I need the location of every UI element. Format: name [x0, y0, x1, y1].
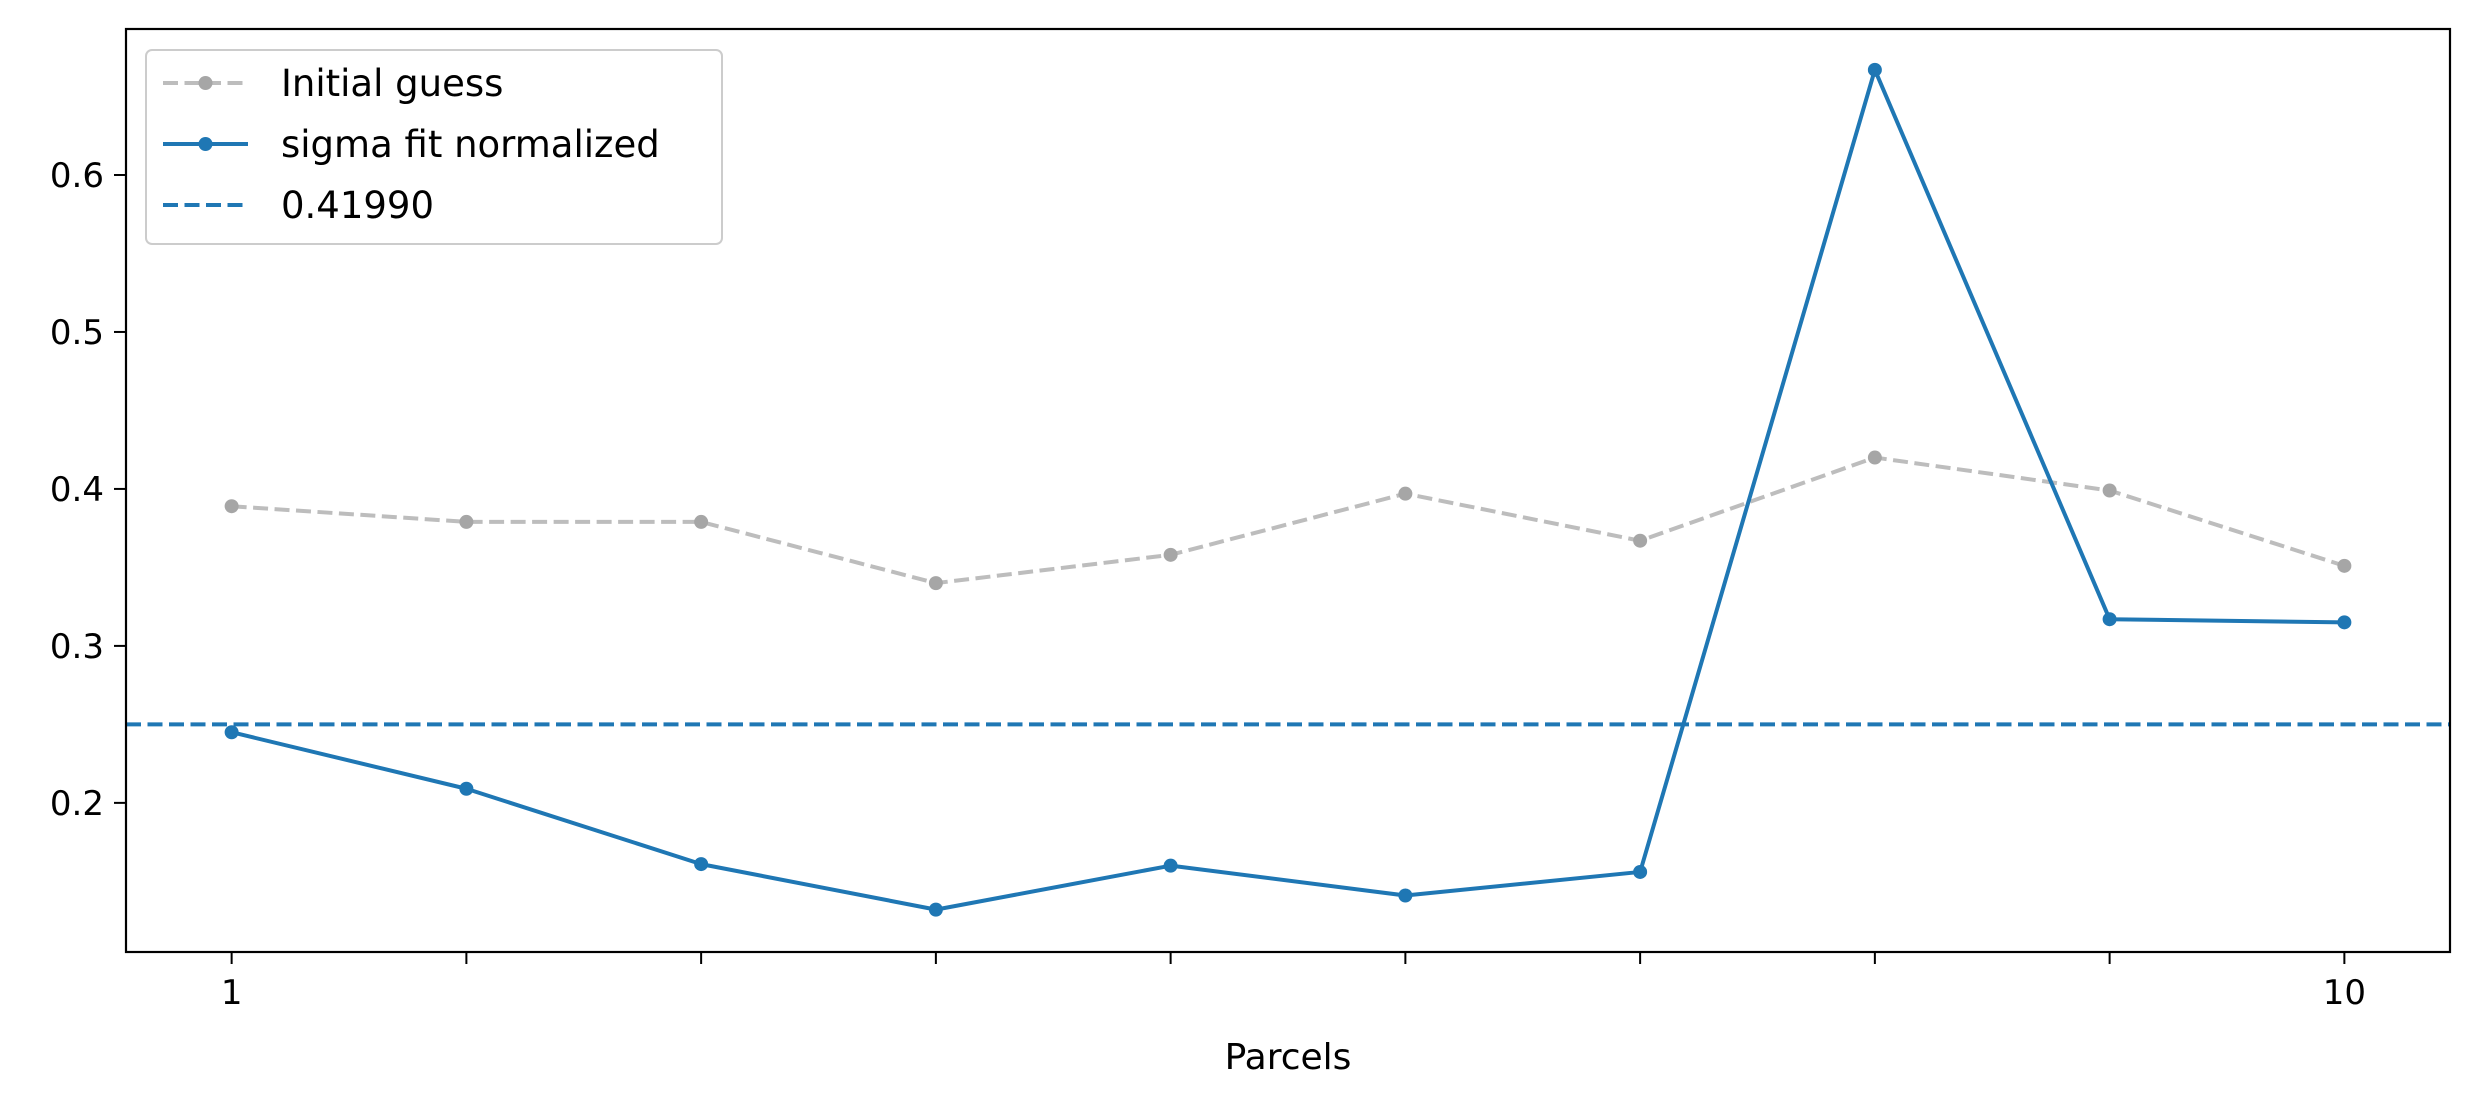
data-point-1-7	[1867, 62, 1882, 77]
legend-label-0: Initial guess	[281, 62, 503, 105]
axes-layer: 1 10 0.2 0.3 0.4 0.5 0.6	[50, 156, 2366, 1013]
data-point-1-2	[694, 857, 709, 872]
data-point-0-7	[1867, 450, 1882, 465]
legend-marker-1	[198, 137, 213, 151]
data-point-1-1	[459, 781, 474, 796]
data-point-0-6	[1633, 533, 1648, 548]
legend-label-1: sigma fit normalized	[281, 123, 660, 166]
x-axis-label: Parcels	[1225, 1037, 1352, 1078]
data-point-0-3	[928, 576, 943, 591]
legend: Initial guess sigma fit normalized 0.41990	[145, 49, 723, 245]
data-point-1-6	[1633, 864, 1648, 879]
series-layer	[126, 62, 2450, 917]
data-point-1-9	[2337, 615, 2352, 630]
data-point-1-8	[2102, 612, 2117, 627]
data-point-0-9	[2337, 558, 2352, 573]
y-tick-label: 0.5	[50, 313, 104, 353]
data-point-1-5	[1398, 888, 1413, 903]
data-point-1-3	[928, 902, 943, 917]
y-tick-label: 0.3	[50, 627, 104, 667]
data-point-0-1	[459, 514, 474, 529]
x-tick-label: 10	[2323, 973, 2366, 1013]
data-point-0-8	[2102, 483, 2117, 498]
data-point-0-4	[1163, 547, 1178, 562]
series-line-1	[231, 67, 2345, 912]
x-tick-label: 1	[221, 973, 243, 1013]
legend-marker-0	[198, 76, 213, 90]
y-tick-label: 0.2	[50, 784, 104, 824]
data-point-1-4	[1163, 858, 1178, 873]
y-tick-label: 0.6	[50, 156, 104, 196]
data-point-1-0	[224, 725, 239, 740]
y-tick-label: 0.4	[50, 470, 104, 510]
legend-box	[145, 49, 723, 245]
data-point-0-0	[224, 499, 239, 514]
plot-frame	[124, 27, 2452, 954]
data-point-0-5	[1398, 486, 1413, 501]
series-line-0	[231, 455, 2345, 586]
data-point-0-2	[694, 514, 709, 529]
legend-label-2: 0.41990	[281, 184, 434, 227]
